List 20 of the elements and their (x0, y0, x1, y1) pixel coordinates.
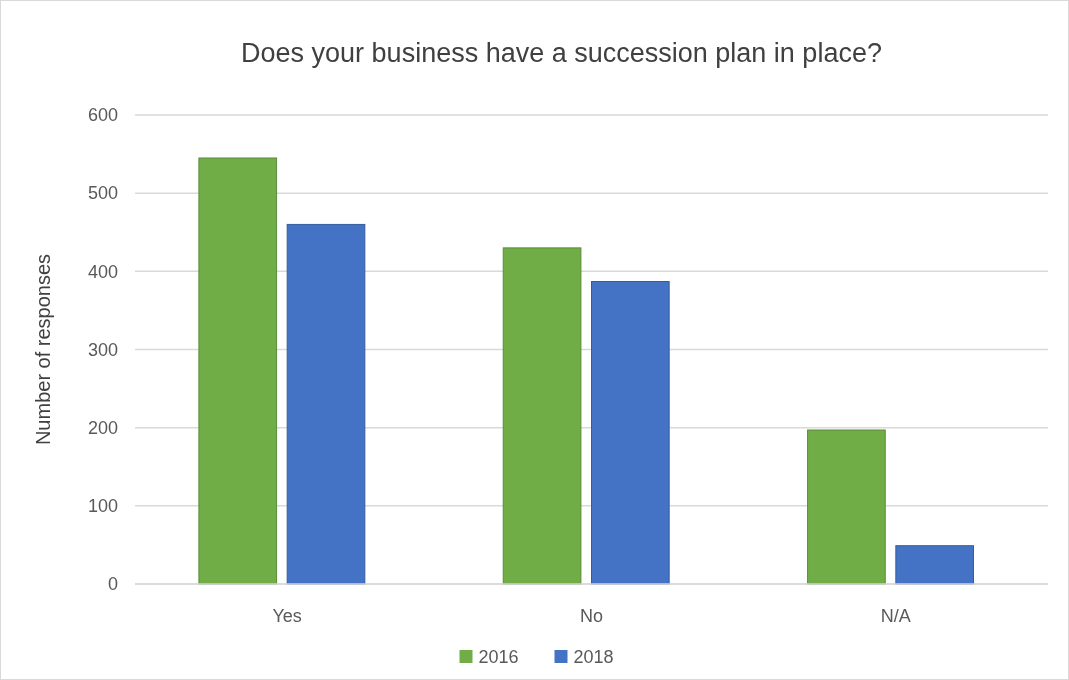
y-tick-label: 200 (87, 417, 118, 438)
bar (198, 157, 278, 585)
legend-label: 2016 (478, 647, 519, 668)
bar (286, 223, 366, 585)
chart-title: Does your business have a succession plan in place? (241, 38, 882, 68)
x-tick-label: N/A (880, 606, 911, 626)
y-tick-label: 100 (87, 496, 118, 517)
y-tick-label: 600 (87, 105, 118, 126)
y-tick-label: 400 (87, 261, 118, 282)
x-tick-label: Yes (272, 606, 302, 626)
y-tick-label: 300 (87, 339, 118, 360)
x-tick-label: No (579, 606, 604, 626)
y-tick-label: 0 (107, 574, 118, 595)
y-tick-label: 500 (87, 183, 118, 204)
bar (895, 545, 974, 585)
bar (591, 281, 670, 585)
bar (807, 429, 886, 585)
y-axis-title: Number of responses (32, 253, 54, 446)
bar (502, 247, 582, 585)
legend-label: 2018 (573, 647, 614, 668)
